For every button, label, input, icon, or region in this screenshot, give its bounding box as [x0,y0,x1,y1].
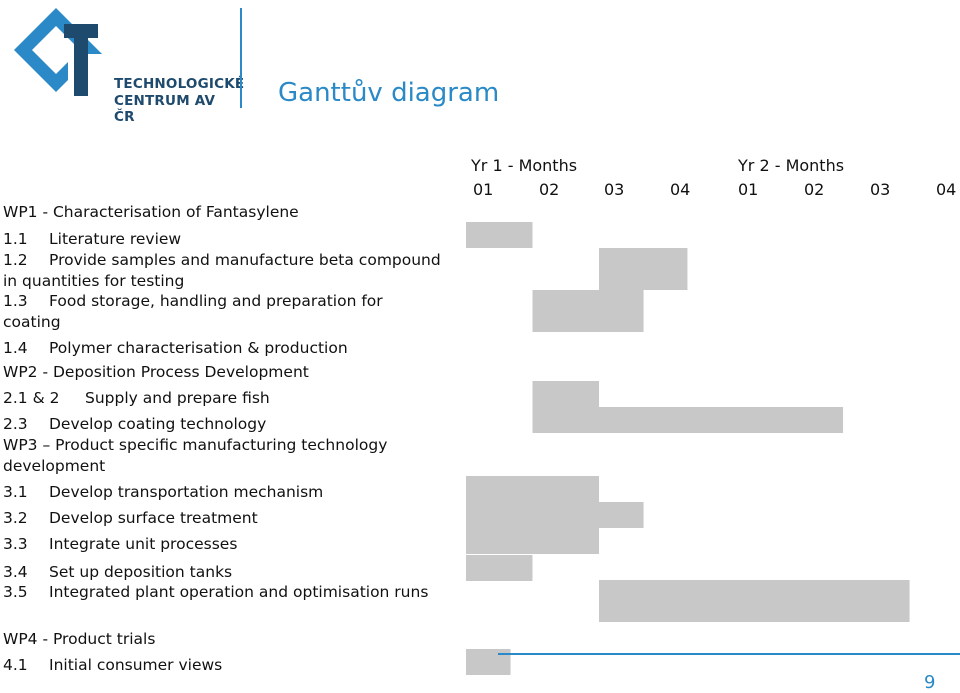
gantt-bar [599,248,688,290]
task-label: Set up deposition tanks [49,563,233,581]
task-row: WP2 - Deposition Process Development [3,362,443,383]
logo-text-line2: CENTRUM AV ČR [114,93,216,125]
task-number: 3.3 [3,535,28,553]
task-row: 1.1 Literature review [3,229,443,250]
task-label: WP2 - Deposition Process Development [3,363,309,381]
month-header: 04 [936,180,957,199]
task-label: Integrate unit processes [49,535,238,553]
month-header: 03 [604,180,625,199]
task-row: 3.5 Integrated plant operation and optimi… [3,582,443,603]
month-header: 01 [473,180,494,199]
task-row: 1.3 Food storage, handling and preparatio… [3,291,443,333]
task-label: WP1 - Characterisation of Fantasylene [3,203,299,221]
task-number: 1.1 [3,230,28,248]
task-label: Initial consumer views [49,656,223,674]
task-number: 1.2 [3,251,28,269]
task-row: WP1 - Characterisation of Fantasylene [3,202,443,223]
task-number: 1.3 [3,292,28,310]
task-label: Supply and prepare fish [85,389,270,407]
gantt-bar [599,580,910,622]
task-number: 3.1 [3,483,28,501]
logo: TECHNOLOGICKÉ CENTRUM AV ČR [6,4,244,125]
task-row: 4.1 Initial consumer views [3,655,443,676]
page-number: 9 [924,672,936,693]
gantt-bar [466,528,599,554]
task-row: 3.3 Integrate unit processes [3,534,443,555]
task-number: 1.4 [3,339,28,357]
gantt-bar [532,407,844,433]
task-number: 3.5 [3,583,28,601]
task-row: 3.2 Develop surface treatment [3,508,443,529]
gantt-bar [466,476,599,502]
task-number: 3.2 [3,509,28,527]
gantt-bar [466,222,533,248]
task-row: 1.4 Polymer characterisation & production [3,338,443,359]
task-label: Food storage, handling and preparation f… [3,292,383,331]
task-label: Develop surface treatment [49,509,258,527]
task-label: Polymer characterisation & production [49,339,348,357]
task-number: 3.4 [3,563,28,581]
month-header: 02 [804,180,825,199]
task-row: 3.4 Set up deposition tanks [3,562,443,583]
header-divider [240,8,242,108]
gantt-bar [532,381,599,407]
task-number: 4.1 [3,656,28,674]
page-title: Ganttův diagram [278,78,500,108]
period-header-yr2: Yr 2 - Months [738,156,845,175]
task-label: Develop transportation mechanism [49,483,324,501]
task-label: Provide samples and manufacture beta com… [3,251,441,290]
task-label: Literature review [49,230,182,248]
task-number: 2.1 & 2 [3,389,60,407]
logo-mark-icon [14,8,102,96]
gantt-bar [466,502,644,528]
task-row: 1.2 Provide samples and manufacture beta … [3,250,443,292]
task-row: 3.1 Develop transportation mechanism [3,482,443,503]
period-header-yr1: Yr 1 - Months [471,156,578,175]
task-label: Develop coating technology [49,415,267,433]
footer-line [498,653,960,655]
task-label: Integrated plant operation and optimisat… [49,583,429,601]
task-number: 2.3 [3,415,28,433]
month-header: 02 [539,180,560,199]
gantt-bar [532,290,644,332]
task-row: 2.1 & 2 Supply and prepare fish [3,388,443,409]
month-header: 03 [870,180,891,199]
task-label: WP3 – Product specific manufacturing tec… [3,436,388,475]
task-label: WP4 - Product trials [3,630,156,648]
task-row: 2.3 Develop coating technology [3,414,443,435]
month-header: 01 [738,180,759,199]
task-row: WP3 – Product specific manufacturing tec… [3,435,443,477]
logo-text-line1: TECHNOLOGICKÉ [114,76,245,92]
month-header: 04 [670,180,691,199]
task-row: WP4 - Product trials [3,629,443,650]
gantt-bar [466,555,533,581]
